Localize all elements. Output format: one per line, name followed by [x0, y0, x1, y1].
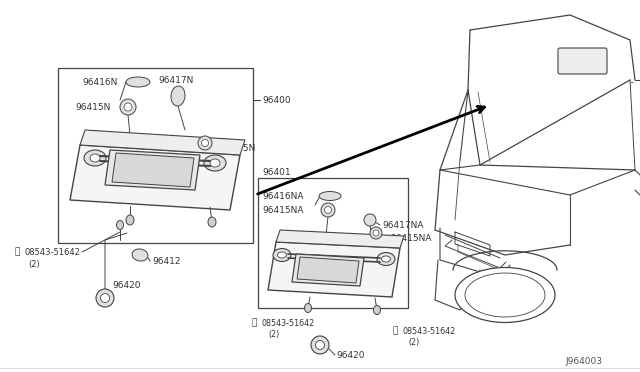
- Ellipse shape: [116, 221, 124, 230]
- Text: 96417NA: 96417NA: [382, 221, 424, 230]
- Ellipse shape: [374, 305, 381, 314]
- Text: (2): (2): [408, 339, 419, 347]
- Ellipse shape: [311, 336, 329, 354]
- Text: 08543-51642: 08543-51642: [24, 247, 80, 257]
- Text: 96400: 96400: [262, 96, 291, 105]
- Ellipse shape: [273, 248, 291, 262]
- Ellipse shape: [198, 136, 212, 150]
- Bar: [258, 178, 408, 308]
- Polygon shape: [80, 130, 245, 155]
- Ellipse shape: [381, 256, 390, 262]
- Ellipse shape: [120, 99, 136, 115]
- Text: 96416NA: 96416NA: [262, 192, 303, 201]
- Ellipse shape: [171, 86, 185, 106]
- Text: 96416N: 96416N: [82, 77, 117, 87]
- Polygon shape: [292, 254, 364, 286]
- Text: 96412: 96412: [152, 257, 180, 266]
- Text: (2): (2): [28, 260, 40, 269]
- Text: 08543-51642: 08543-51642: [403, 327, 456, 336]
- Ellipse shape: [324, 206, 332, 214]
- Ellipse shape: [208, 217, 216, 227]
- Ellipse shape: [465, 273, 545, 317]
- Ellipse shape: [84, 150, 106, 166]
- Text: 96401: 96401: [262, 167, 291, 176]
- FancyBboxPatch shape: [558, 48, 607, 74]
- Ellipse shape: [204, 155, 226, 171]
- Text: 96415NA: 96415NA: [390, 234, 431, 243]
- Ellipse shape: [316, 340, 324, 350]
- Polygon shape: [297, 257, 359, 283]
- Polygon shape: [70, 145, 240, 210]
- Ellipse shape: [370, 227, 382, 239]
- Ellipse shape: [100, 294, 109, 302]
- Polygon shape: [268, 242, 400, 297]
- Ellipse shape: [377, 253, 395, 266]
- Text: 08543-51642: 08543-51642: [262, 318, 316, 327]
- Text: Ⓢ: Ⓢ: [14, 247, 19, 257]
- Ellipse shape: [364, 214, 376, 226]
- Polygon shape: [112, 153, 194, 187]
- Ellipse shape: [455, 267, 555, 323]
- Polygon shape: [276, 230, 404, 248]
- Ellipse shape: [319, 192, 341, 201]
- Polygon shape: [105, 150, 200, 190]
- Text: (2): (2): [268, 330, 279, 340]
- Bar: [58, 68, 253, 243]
- Text: 96420: 96420: [336, 350, 365, 359]
- Text: Ⓢ: Ⓢ: [393, 327, 398, 336]
- Ellipse shape: [202, 140, 209, 147]
- Ellipse shape: [305, 304, 312, 312]
- Text: Ⓢ: Ⓢ: [252, 318, 257, 327]
- Ellipse shape: [124, 103, 132, 111]
- Text: 96417N: 96417N: [158, 76, 193, 84]
- Ellipse shape: [132, 249, 148, 261]
- Ellipse shape: [126, 215, 134, 225]
- Ellipse shape: [90, 154, 100, 162]
- Ellipse shape: [278, 252, 287, 258]
- Text: 96420: 96420: [112, 282, 141, 291]
- Text: 96415NA: 96415NA: [262, 205, 303, 215]
- Ellipse shape: [96, 289, 114, 307]
- Text: 96415N: 96415N: [75, 103, 110, 112]
- Ellipse shape: [321, 203, 335, 217]
- Text: 96415N: 96415N: [220, 144, 255, 153]
- Ellipse shape: [210, 159, 220, 167]
- Ellipse shape: [126, 77, 150, 87]
- Ellipse shape: [373, 230, 379, 236]
- Text: J964003: J964003: [565, 357, 602, 366]
